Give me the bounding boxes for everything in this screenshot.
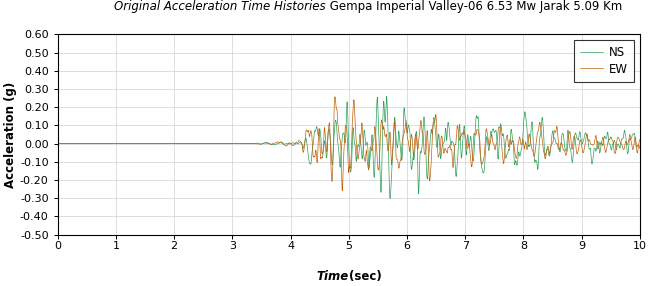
Y-axis label: Acceleration (g): Acceleration (g) — [4, 81, 17, 188]
EW — [353, 146, 361, 150]
NS — [488, 130, 496, 133]
EW — [331, 95, 339, 99]
EW — [518, 142, 526, 145]
EW — [247, 142, 255, 145]
EW — [488, 133, 496, 137]
NS — [54, 142, 62, 145]
Line: EW: EW — [58, 97, 640, 191]
Text: Original Acceleration Time Histories: Original Acceleration Time Histories — [114, 0, 326, 13]
Text: Gempa Imperial Valley-06 6.53 Mw Jarak 5.09 Km: Gempa Imperial Valley-06 6.53 Mw Jarak 5… — [326, 0, 622, 13]
NS — [386, 197, 394, 200]
NS — [352, 158, 360, 162]
EW — [437, 145, 445, 149]
EW — [636, 138, 644, 141]
Text: (sec): (sec) — [349, 269, 381, 283]
NS — [636, 147, 644, 150]
EW — [339, 189, 346, 192]
Text: Time: Time — [316, 269, 349, 283]
EW — [54, 142, 62, 145]
NS — [247, 142, 255, 146]
NS — [383, 95, 391, 98]
Legend: NS, EW: NS, EW — [574, 40, 634, 82]
NS — [437, 156, 445, 159]
NS — [54, 142, 62, 145]
NS — [518, 145, 526, 148]
EW — [54, 142, 62, 145]
Line: NS: NS — [58, 96, 640, 198]
